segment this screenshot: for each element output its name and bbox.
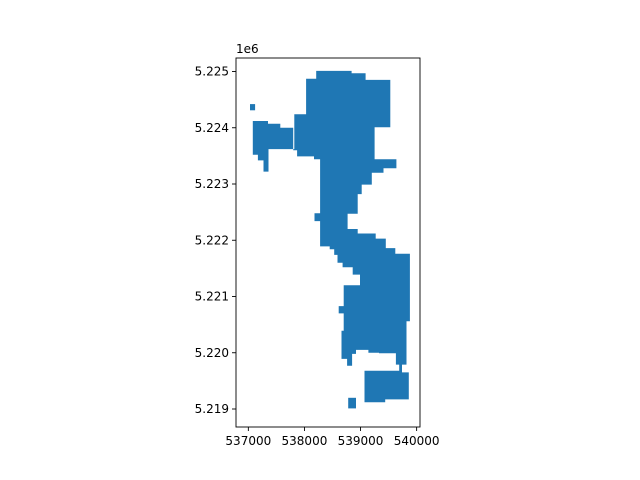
- y-tick-label: 5.219: [195, 402, 229, 416]
- y-offset-label: 1e6: [236, 42, 259, 56]
- map-polygon-2: [250, 104, 256, 111]
- map-polygon-3: [364, 356, 409, 403]
- y-tick-label: 5.223: [195, 177, 229, 191]
- x-tick-label: 539000: [338, 434, 384, 448]
- y-tick-label: 5.225: [195, 65, 229, 79]
- map-shapes: [250, 70, 410, 409]
- map-polygon-1: [252, 70, 410, 366]
- x-axis: 537000 538000 539000 540000: [225, 427, 440, 448]
- y-tick-label: 5.222: [195, 233, 229, 247]
- axes-frame: [235, 57, 421, 428]
- y-axis: 5.219 5.220 5.221 5.222 5.223 5.224 5.225: [195, 65, 236, 416]
- x-tick-label: 540000: [394, 434, 440, 448]
- y-tick-label: 5.221: [195, 290, 229, 304]
- map-polygon-4: [348, 397, 356, 409]
- y-tick-label: 5.224: [195, 121, 229, 135]
- x-tick-label: 538000: [282, 434, 328, 448]
- x-tick-label: 537000: [225, 434, 271, 448]
- y-tick-label: 5.220: [195, 346, 229, 360]
